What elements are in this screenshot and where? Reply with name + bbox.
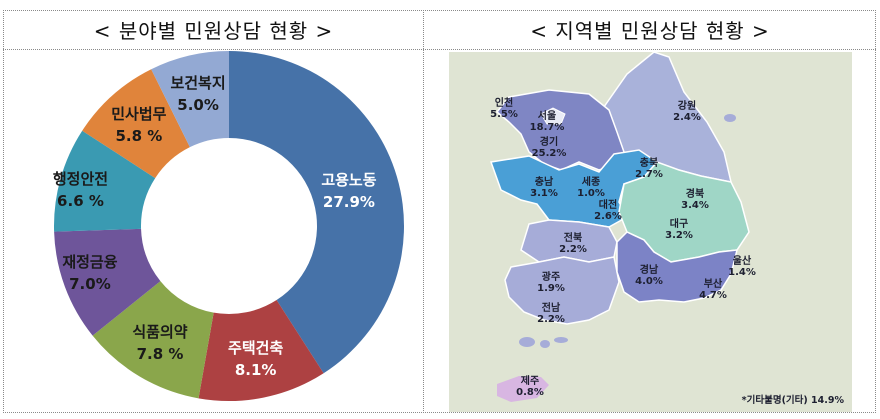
region-label-gangwon: 강원 2.4% (673, 101, 701, 123)
donut-slice-4 (54, 130, 156, 232)
donut-slice-3 (54, 228, 161, 336)
donut-label-5: 민사법무 5.8 % (111, 104, 167, 145)
region-label-gwangju: 광주 1.9% (537, 272, 565, 294)
region-label-chungnam: 충남 3.1% (530, 177, 558, 199)
region-label-jeonbuk: 전북 2.2% (559, 233, 587, 255)
donut-label-1: 주택건축 8.1% (228, 338, 284, 379)
region-label-chungbuk: 충북 2.7% (635, 158, 663, 180)
donut-label-2: 식품의약 7.8 % (132, 322, 188, 363)
donut-label-3: 재정금융 7.0% (62, 253, 118, 294)
region-label-incheon: 인천 5.5% (490, 98, 518, 120)
region-label-jeju: 제주 0.8% (516, 376, 544, 398)
column-divider (423, 10, 424, 413)
region-label-daejeon: 대전 2.6% (594, 200, 622, 222)
field-chart-title: < 분야별 민원상담 현황 > (93, 19, 334, 43)
region-label-seoul: 서울 18.7% (529, 111, 565, 133)
donut-label-6: 보건복지 5.0% (170, 74, 226, 115)
region-label-gyeongnam: 경남 4.0% (635, 265, 663, 287)
region-label-gyeongbuk: 경북 3.4% (681, 189, 709, 211)
region-seoul (540, 107, 566, 125)
region-label-jeonnam: 전남 2.2% (537, 303, 565, 325)
donut-slice-2 (92, 281, 214, 399)
table-frame (3, 10, 876, 413)
donut-label-0: 고용노동 27.9% (321, 170, 377, 211)
region-label-daegu: 대구 3.2% (665, 219, 693, 241)
region-map-title: < 지역별 민원상담 현황 > (530, 19, 770, 43)
region-label-ulsan: 울산 1.4% (728, 256, 756, 278)
donut-slice-5 (82, 69, 190, 179)
donut-label-4: 행정안전 6.6 % (52, 169, 109, 210)
region-gyeongnam (616, 231, 738, 303)
footnote-unknown-region: *기타불명(기타) 14.9% (741, 395, 844, 406)
donut-slice-0 (229, 51, 404, 374)
donut-svg (54, 51, 404, 401)
region-label-sejong: 세종 1.0% (577, 177, 605, 199)
region-label-busan: 부산 4.7% (699, 279, 727, 301)
korea-region-map: 인천 5.5% 서울 18.7% 경기 25.2% 강원 2.4% 충북 2.7% 충남 3… (449, 52, 852, 412)
donut-slice-1 (198, 300, 324, 401)
region-gyeonggi (495, 89, 625, 171)
donut-slice-6 (151, 51, 229, 148)
region-jeju (497, 376, 549, 402)
region-label-gyeonggi: 경기 25.2% (531, 137, 567, 159)
header-divider (3, 49, 876, 50)
field-donut-chart: 고용노동 27.9% 주택건축 8.1% 식품의약 7.8 % 재정금융 7.0% 행정안전 6.… (0, 50, 423, 413)
korea-map-svg (489, 52, 750, 402)
region-jeonnam (504, 256, 620, 325)
